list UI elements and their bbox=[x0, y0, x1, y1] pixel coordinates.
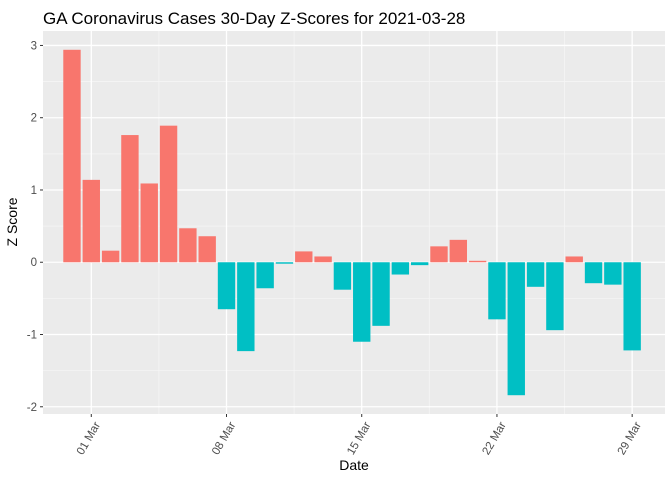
bar-2021-03-04 bbox=[159, 125, 178, 263]
bar-2021-03-17 bbox=[410, 262, 429, 266]
bar-2021-03-01 bbox=[101, 250, 120, 263]
y-tick-label: 3 bbox=[31, 40, 37, 52]
bar-2021-02-27 bbox=[63, 49, 81, 263]
bar-2021-03-15 bbox=[372, 262, 390, 326]
bar-2021-03-18 bbox=[430, 246, 448, 263]
bar-2021-03-03 bbox=[140, 183, 158, 263]
y-tick-label: 0 bbox=[31, 257, 37, 269]
y-axis: -2 -1 0 1 2 3 bbox=[27, 40, 43, 414]
x-tick-label: 08 Mar bbox=[210, 420, 238, 457]
bar-2021-03-07 bbox=[217, 262, 236, 310]
x-tick-label: 22 Mar bbox=[480, 420, 508, 457]
y-axis-title: Z Score bbox=[4, 197, 20, 246]
bar-2021-03-12 bbox=[314, 256, 332, 263]
bar-2021-03-22 bbox=[507, 262, 525, 396]
bar-2021-03-09 bbox=[256, 262, 274, 289]
bar-2021-03-28 bbox=[623, 262, 641, 351]
bar-2021-03-13 bbox=[333, 262, 352, 290]
bar-2021-03-11 bbox=[295, 251, 313, 263]
bar-2021-03-24 bbox=[546, 262, 564, 331]
bar-2021-03-05 bbox=[179, 228, 197, 263]
x-tick-label: 01 Mar bbox=[75, 420, 103, 457]
bars bbox=[63, 49, 641, 396]
x-axis-title: Date bbox=[339, 457, 369, 473]
y-tick-label: -2 bbox=[27, 402, 37, 414]
bar-2021-03-27 bbox=[604, 262, 622, 285]
x-tick-label: 29 Mar bbox=[616, 420, 644, 457]
bar-2021-03-20 bbox=[468, 260, 487, 263]
bar-2021-03-25 bbox=[565, 256, 583, 263]
y-tick-label: 2 bbox=[31, 113, 37, 125]
y-tick-label: -1 bbox=[27, 330, 37, 342]
bar-2021-03-10 bbox=[275, 262, 294, 264]
bar-2021-03-02 bbox=[121, 135, 139, 263]
chart-title: GA Coronavirus Cases 30-Day Z-Scores for… bbox=[43, 9, 465, 28]
bar-2021-03-08 bbox=[237, 262, 255, 352]
x-tick-label: 15 Mar bbox=[345, 420, 373, 457]
y-tick-label: 1 bbox=[31, 185, 37, 197]
x-axis: 01 Mar 08 Mar 15 Mar 22 Mar 29 Mar bbox=[75, 414, 644, 457]
bar-2021-03-16 bbox=[391, 262, 410, 275]
bar-2021-02-28 bbox=[82, 179, 100, 263]
bar-2021-03-06 bbox=[198, 236, 216, 263]
bar-2021-03-19 bbox=[449, 239, 468, 263]
bar-2021-03-14 bbox=[353, 262, 371, 342]
bar-2021-03-21 bbox=[488, 262, 506, 320]
bar-2021-03-26 bbox=[584, 262, 603, 284]
bar-2021-03-23 bbox=[526, 262, 545, 287]
